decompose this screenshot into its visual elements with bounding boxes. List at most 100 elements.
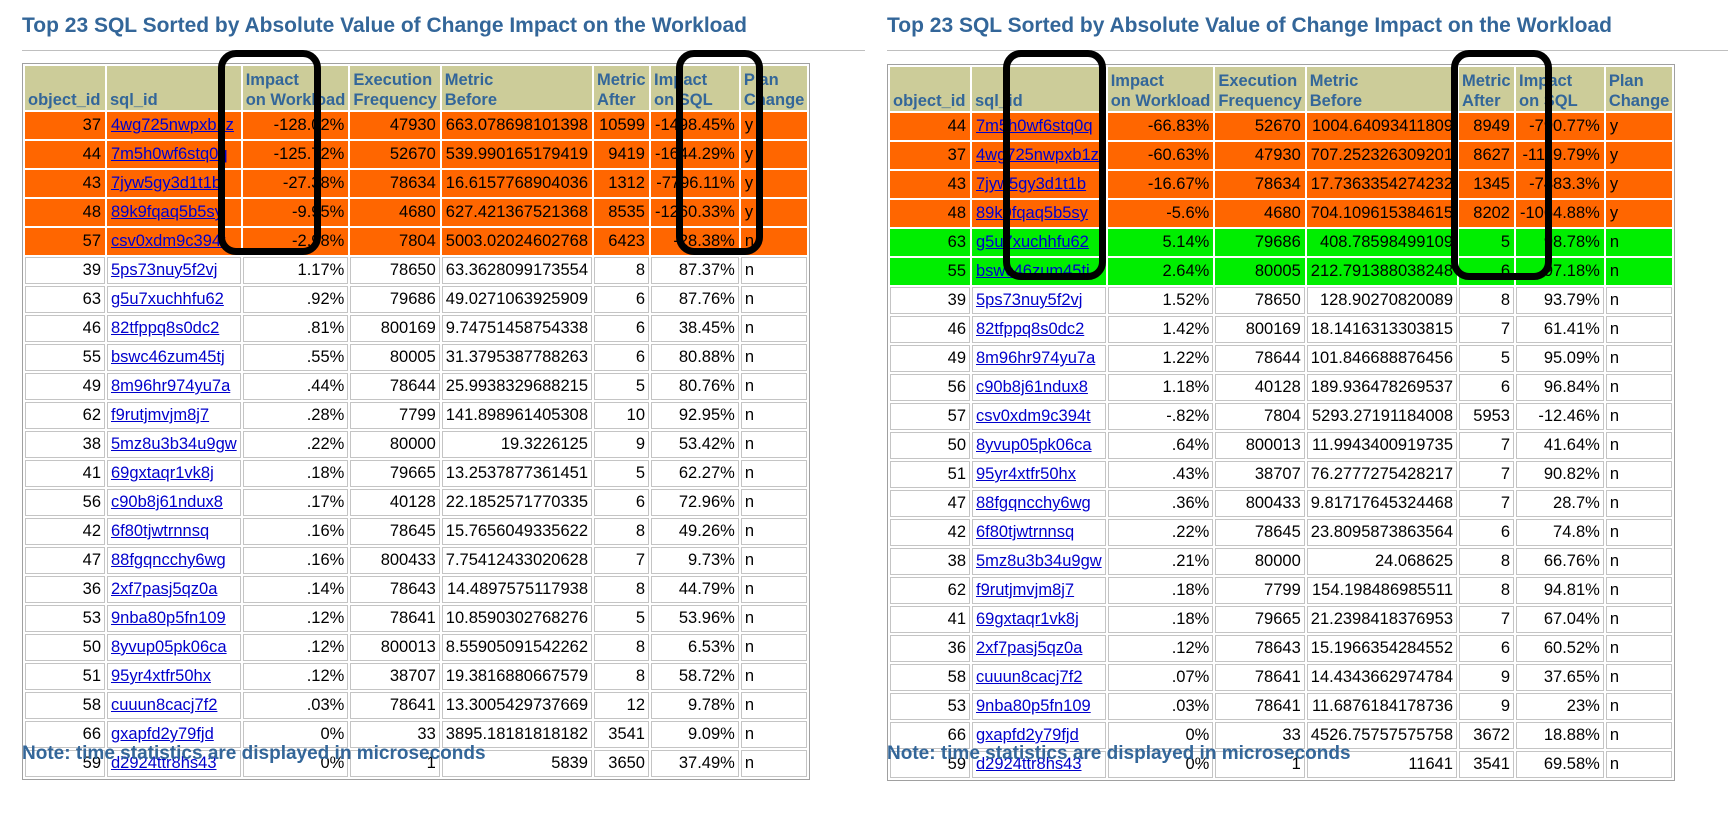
sql-id-link[interactable]: gxapfd2y79fjd <box>976 726 1079 744</box>
cell-impact-sql: 9.78% <box>651 692 739 719</box>
sql-id-link[interactable]: 95yr4xtfr50hx <box>111 667 211 685</box>
sql-id-link[interactable]: 69gxtaqr1vk8j <box>111 464 214 482</box>
cell-metric-before: 212.791388038248 <box>1306 258 1457 285</box>
cell-exec-frequency: 78644 <box>350 373 440 400</box>
sql-id-link[interactable]: d2924ttr8hs43 <box>976 755 1082 773</box>
col-object-id: object_id <box>890 67 970 111</box>
cell-impact-workload: -.82% <box>1107 403 1214 430</box>
col-plan-change: Plan Change <box>1605 67 1673 111</box>
sql-id-link[interactable]: d2924ttr8hs43 <box>111 754 217 772</box>
sql-id-link[interactable]: g5u7xuchhfu62 <box>976 233 1089 251</box>
cell-exec-frequency: 52670 <box>350 141 440 168</box>
cell-exec-frequency: 80005 <box>350 344 440 371</box>
cell-impact-workload: 0% <box>242 750 349 777</box>
sql-id-link[interactable]: 8m96hr974yu7a <box>976 349 1096 367</box>
cell-metric-before: 141.898961405308 <box>441 402 592 429</box>
sql-id-link[interactable]: 2xf7pasj5qz0a <box>111 580 218 598</box>
cell-object-id: 66 <box>890 722 970 749</box>
sql-id-link[interactable]: gxapfd2y79fjd <box>111 725 214 743</box>
cell-object-id: 50 <box>25 634 105 661</box>
cell-object-id: 58 <box>890 664 970 691</box>
table-row: 47 88fgqncchy6wg .36% 800433 9.8171764532446… <box>890 490 1673 517</box>
sql-id-link[interactable]: 8yvup05pk06ca <box>111 638 227 656</box>
cell-object-id: 43 <box>890 171 970 198</box>
cell-metric-after: 12 <box>594 692 649 719</box>
sql-id-link[interactable]: 4wg725nwpxb1z <box>111 116 234 134</box>
cell-sql-id: bswc46zum45tj <box>107 344 241 371</box>
cell-metric-after: 6 <box>594 489 649 516</box>
table-header-row: object_id sql_id Impact on Workload Execu… <box>25 66 808 110</box>
cell-object-id: 59 <box>890 751 970 778</box>
cell-sql-id: 5ps73nuy5f2vj <box>972 287 1106 314</box>
cell-impact-workload: .07% <box>1107 664 1214 691</box>
table-row: 55 bswc46zum45tj .55% 80005 31.3795387788263… <box>25 344 808 371</box>
sql-id-link[interactable]: bswc46zum45tj <box>111 348 225 366</box>
sql-id-link[interactable]: 6f80tjwtrnnsq <box>976 523 1075 541</box>
sql-id-link[interactable]: 5ps73nuy5f2vj <box>111 261 218 279</box>
cell-metric-after: 5953 <box>1459 403 1514 430</box>
table-row: 50 8yvup05pk06ca .64% 800013 11.994340091973… <box>890 432 1673 459</box>
sql-id-link[interactable]: g5u7xuchhfu62 <box>111 290 224 308</box>
sql-id-link[interactable]: 7m5h0wf6stq0q <box>976 117 1093 135</box>
table-row: 62 f9rutjmvjm8j7 .18% 7799 154.198486985511 8… <box>890 577 1673 604</box>
cell-sql-id: f9rutjmvjm8j7 <box>107 402 241 429</box>
cell-sql-id: 7m5h0wf6stq0q <box>972 113 1106 140</box>
sql-id-link[interactable]: 2xf7pasj5qz0a <box>976 639 1083 657</box>
sql-id-link[interactable]: 69gxtaqr1vk8j <box>976 610 1079 628</box>
cell-object-id: 42 <box>890 519 970 546</box>
cell-sql-id: bswc46zum45tj <box>972 258 1106 285</box>
sql-id-link[interactable]: 82tfppq8s0dc2 <box>976 320 1085 338</box>
sql-id-link[interactable]: 9nba80p5fn109 <box>976 697 1091 715</box>
cell-exec-frequency: 7804 <box>1215 403 1305 430</box>
cell-impact-sql: 23% <box>1516 693 1604 720</box>
sql-id-link[interactable]: 8yvup05pk06ca <box>976 436 1092 454</box>
table-row: 43 7jyw5gy3d1t1b -27.38% 78634 16.6157768904… <box>25 170 808 197</box>
cell-object-id: 46 <box>25 315 105 342</box>
sql-id-link[interactable]: 7jyw5gy3d1t1b <box>111 174 222 192</box>
cell-plan-change: n <box>740 257 808 284</box>
sql-id-link[interactable]: 4wg725nwpxb1z <box>976 146 1099 164</box>
sql-id-link[interactable]: 95yr4xtfr50hx <box>976 465 1076 483</box>
cell-metric-after: 5 <box>1459 345 1514 372</box>
cell-metric-before: 5839 <box>441 750 592 777</box>
cell-impact-workload: .16% <box>242 547 349 574</box>
sql-id-link[interactable]: 88fgqncchy6wg <box>111 551 226 569</box>
sql-id-link[interactable]: 5mz8u3b34u9gw <box>111 435 237 453</box>
sql-id-link[interactable]: c90b8j61ndux8 <box>111 493 223 511</box>
sql-id-link[interactable]: 6f80tjwtrnnsq <box>111 522 210 540</box>
cell-exec-frequency: 7799 <box>1215 577 1305 604</box>
sql-id-link[interactable]: csv0xdm9c394t <box>976 407 1091 425</box>
sql-id-link[interactable]: f9rutjmvjm8j7 <box>976 581 1075 599</box>
sql-id-link[interactable]: c90b8j61ndux8 <box>976 378 1088 396</box>
sql-id-link[interactable]: 5ps73nuy5f2vj <box>976 291 1083 309</box>
sql-id-link[interactable]: csv0xdm9c394t <box>111 232 226 250</box>
table-row: 46 82tfppq8s0dc2 1.42% 800169 18.14163133038… <box>890 316 1673 343</box>
cell-sql-id: 69gxtaqr1vk8j <box>972 606 1106 633</box>
cell-impact-sql: 9.09% <box>651 721 739 748</box>
sql-id-link[interactable]: bswc46zum45tj <box>976 262 1090 280</box>
sql-id-link[interactable]: 5mz8u3b34u9gw <box>976 552 1102 570</box>
sql-id-link[interactable]: 82tfppq8s0dc2 <box>111 319 220 337</box>
col-exec-frequency-label: Execution Frequency <box>353 71 437 109</box>
cell-impact-sql: 97.18% <box>1516 258 1604 285</box>
cell-sql-id: 7m5h0wf6stq0q <box>107 141 241 168</box>
cell-impact-sql: -1064.88% <box>1516 200 1604 227</box>
table-row: 53 9nba80p5fn109 .03% 78641 11.6876184178736… <box>890 693 1673 720</box>
sql-id-link[interactable]: 9nba80p5fn109 <box>111 609 226 627</box>
cell-impact-workload: .17% <box>242 489 349 516</box>
sql-id-link[interactable]: f9rutjmvjm8j7 <box>111 406 210 424</box>
cell-impact-workload: .14% <box>242 576 349 603</box>
sql-id-link[interactable]: 7jyw5gy3d1t1b <box>976 175 1087 193</box>
cell-metric-after: 8 <box>594 518 649 545</box>
sql-id-link[interactable]: cuuun8cacj7f2 <box>111 696 218 714</box>
sql-id-link[interactable]: 89k9fqaq5b5sy <box>976 204 1088 222</box>
sql-id-link[interactable]: 8m96hr974yu7a <box>111 377 231 395</box>
cell-exec-frequency: 33 <box>1215 722 1305 749</box>
sql-id-link[interactable]: 7m5h0wf6stq0q <box>111 145 228 163</box>
sql-id-link[interactable]: cuuun8cacj7f2 <box>976 668 1083 686</box>
sql-id-link[interactable]: 89k9fqaq5b5sy <box>111 203 223 221</box>
cell-impact-workload: .03% <box>242 692 349 719</box>
sql-id-link[interactable]: 88fgqncchy6wg <box>976 494 1091 512</box>
cell-metric-after: 7 <box>594 547 649 574</box>
cell-plan-change: n <box>740 489 808 516</box>
